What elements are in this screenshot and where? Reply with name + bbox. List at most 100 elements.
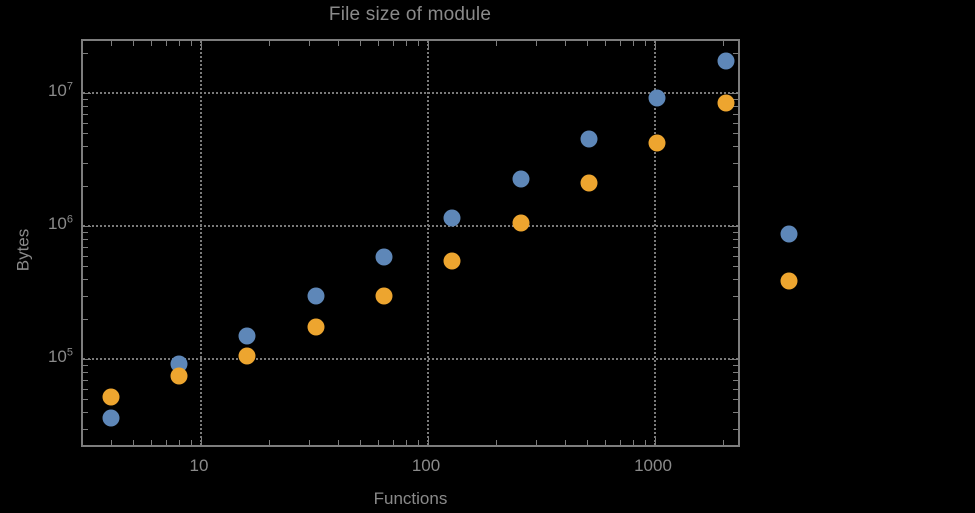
data-point-series-b[interactable] xyxy=(443,252,461,270)
y-axis-tick xyxy=(83,295,88,297)
y-axis-tick xyxy=(83,52,88,54)
y-axis-tick xyxy=(83,145,88,147)
x-axis-tick xyxy=(428,437,429,445)
x-axis-tick xyxy=(619,41,621,46)
data-point-series-a[interactable] xyxy=(307,287,325,305)
x-axis-tick xyxy=(619,440,621,445)
data-point-series-a[interactable] xyxy=(648,89,666,107)
y-tick-label: 106 xyxy=(47,213,73,233)
y-axis-tick xyxy=(733,371,738,373)
x-axis-tick xyxy=(179,41,180,46)
x-axis-tick xyxy=(190,440,192,445)
data-point-series-b[interactable] xyxy=(717,94,735,112)
x-axis-tick xyxy=(269,440,271,445)
y-axis-tick xyxy=(733,185,738,187)
x-axis-tick xyxy=(496,41,498,46)
x-axis-tick xyxy=(536,41,538,46)
x-axis-tick xyxy=(337,41,339,46)
gridline-vertical xyxy=(427,41,429,445)
x-axis-tick xyxy=(132,440,134,445)
y-axis-tick xyxy=(83,185,88,187)
x-axis-tick xyxy=(417,440,419,445)
x-axis-tick xyxy=(269,41,271,46)
x-axis-tick xyxy=(586,440,588,445)
gridline-horizontal xyxy=(83,225,738,227)
x-axis-tick xyxy=(633,440,634,445)
y-axis-tick xyxy=(83,93,91,94)
data-point-series-b[interactable] xyxy=(375,287,393,305)
data-point-series-a[interactable] xyxy=(238,327,256,345)
plot-area[interactable] xyxy=(83,41,738,445)
y-axis-tick xyxy=(733,388,738,390)
y-axis-tick xyxy=(83,113,88,115)
x-axis-tick xyxy=(428,41,429,49)
y-tick-label: 105 xyxy=(47,346,73,366)
y-axis-tick xyxy=(83,226,91,227)
x-axis-tick xyxy=(633,41,634,46)
x-axis-tick xyxy=(655,437,656,445)
y-axis-tick xyxy=(83,99,88,101)
data-point-series-a[interactable] xyxy=(102,409,120,427)
x-axis-tick xyxy=(392,440,394,445)
x-axis-tick xyxy=(377,41,379,46)
y-axis-tick xyxy=(733,238,738,240)
y-axis-label: Bytes xyxy=(13,228,33,272)
x-axis-tick xyxy=(110,41,112,46)
y-axis-tick xyxy=(83,255,88,257)
y-axis-tick xyxy=(733,246,738,248)
x-axis-tick xyxy=(190,41,192,46)
x-axis-tick xyxy=(644,440,646,445)
data-point-series-a[interactable] xyxy=(580,130,598,148)
data-point-series-a[interactable] xyxy=(443,209,461,227)
x-axis-tick xyxy=(564,440,566,445)
data-point-series-b[interactable] xyxy=(238,347,256,365)
x-tick-label: 100 xyxy=(411,456,441,475)
y-axis-tick xyxy=(733,365,738,367)
x-axis-tick xyxy=(655,41,656,49)
data-point-series-a[interactable] xyxy=(375,248,393,266)
y-axis-tick xyxy=(733,266,738,268)
data-point-series-b[interactable] xyxy=(102,388,120,406)
y-axis-tick xyxy=(733,295,738,297)
y-axis-tick xyxy=(83,122,88,124)
x-axis-tick xyxy=(309,440,311,445)
x-tick-label: 10 xyxy=(189,456,209,475)
y-axis-tick xyxy=(733,99,738,101)
y-axis-tick xyxy=(733,411,738,413)
gridline-vertical xyxy=(200,41,202,445)
data-point-series-b[interactable] xyxy=(512,214,530,232)
data-point-series-b[interactable] xyxy=(307,318,325,336)
y-axis-tick xyxy=(83,365,88,367)
x-axis-tick xyxy=(406,440,407,445)
y-axis-tick xyxy=(733,122,738,124)
y-axis-tick xyxy=(730,359,738,360)
y-axis-tick xyxy=(83,318,88,320)
x-axis-tick xyxy=(536,440,538,445)
data-point-series-b[interactable] xyxy=(580,174,598,192)
detached-data-point-series-a[interactable] xyxy=(780,225,798,243)
data-point-series-b[interactable] xyxy=(170,367,188,385)
y-axis-tick xyxy=(733,52,738,54)
data-point-series-a[interactable] xyxy=(512,170,530,188)
y-axis-tick xyxy=(733,145,738,147)
detached-data-point-series-b[interactable] xyxy=(780,272,798,290)
y-axis-tick xyxy=(733,278,738,280)
y-axis-tick xyxy=(733,428,738,430)
x-axis-tick xyxy=(604,41,606,46)
x-axis-tick xyxy=(564,41,566,46)
x-axis-tick xyxy=(604,440,606,445)
y-axis-tick xyxy=(83,428,88,430)
data-point-series-a[interactable] xyxy=(717,52,735,70)
y-axis-tick xyxy=(733,133,738,135)
y-axis-tick xyxy=(83,278,88,280)
x-axis-tick xyxy=(417,41,419,46)
y-axis-tick xyxy=(733,318,738,320)
y-axis-tick xyxy=(733,379,738,381)
x-axis-tick xyxy=(150,440,152,445)
x-axis-tick xyxy=(110,440,112,445)
x-axis-tick xyxy=(406,41,407,46)
data-point-series-b[interactable] xyxy=(648,134,666,152)
x-axis-tick xyxy=(165,440,167,445)
x-axis-tick xyxy=(132,41,134,46)
